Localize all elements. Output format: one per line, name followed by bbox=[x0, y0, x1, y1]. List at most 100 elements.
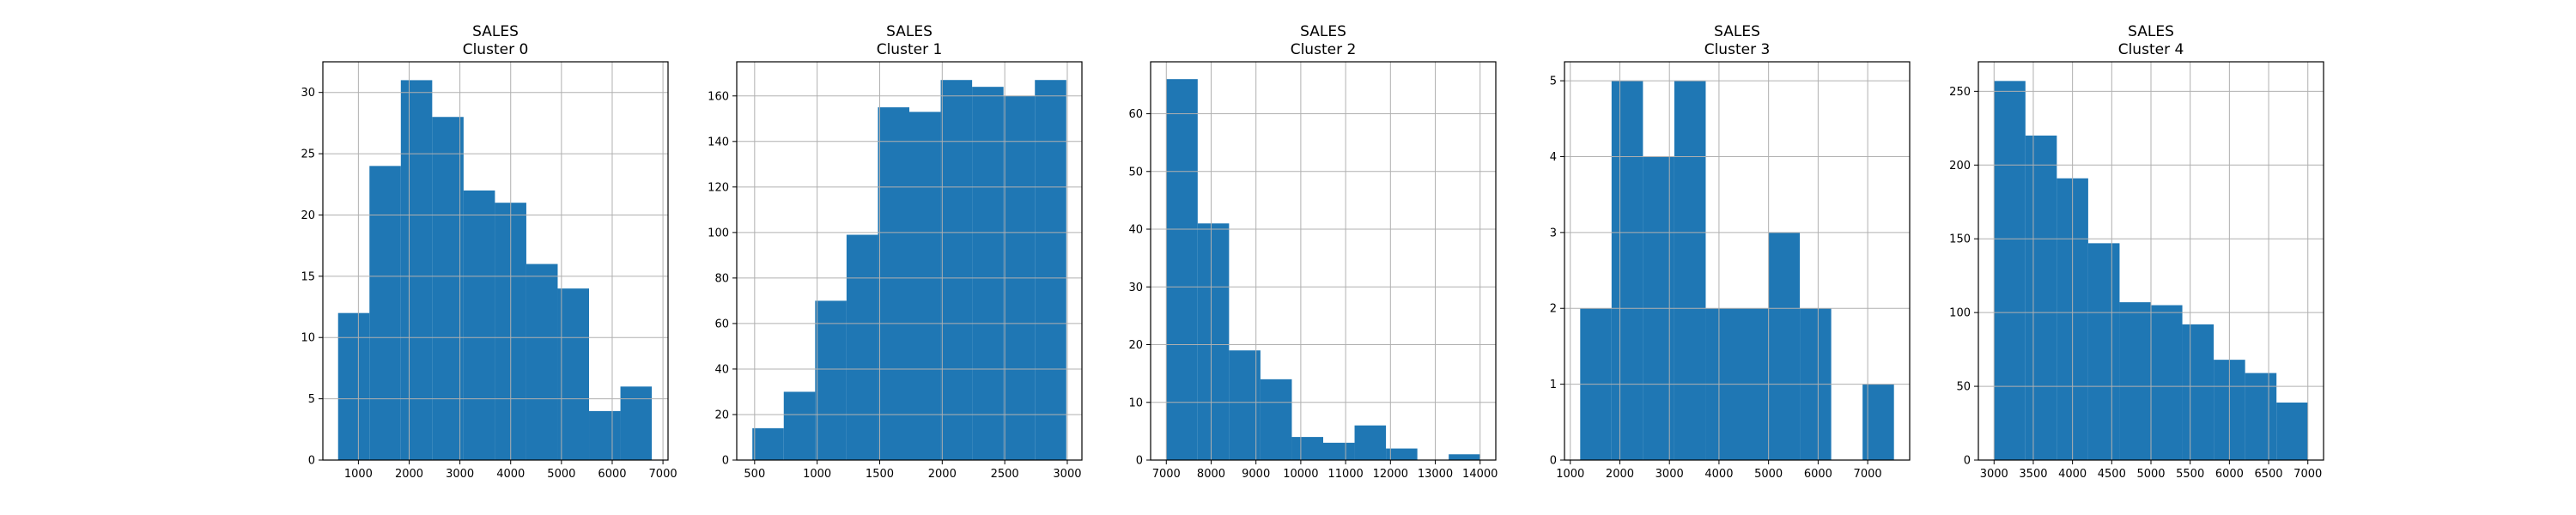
y-tick-label: 60 bbox=[1128, 108, 1143, 121]
y-tick-label: 5 bbox=[308, 393, 315, 406]
x-tick-label: 9000 bbox=[1242, 468, 1270, 481]
x-tick-label: 1000 bbox=[1556, 468, 1584, 481]
x-tick-label: 14000 bbox=[1462, 468, 1498, 481]
axes-frame bbox=[1150, 61, 1497, 461]
y-tick-label: 30 bbox=[1128, 282, 1143, 294]
y-tick-label: 0 bbox=[1550, 455, 1557, 468]
y-tick-label: 4 bbox=[1550, 151, 1557, 164]
histogram-bar bbox=[1197, 223, 1230, 460]
x-tick-label: 6000 bbox=[2215, 468, 2244, 481]
histogram-bar bbox=[1291, 437, 1323, 460]
x-tick-label: 4000 bbox=[1704, 468, 1733, 481]
histogram-bar bbox=[752, 427, 784, 460]
axes-frame bbox=[1564, 61, 1911, 461]
x-tick-label: 5000 bbox=[547, 468, 575, 481]
histogram-bar bbox=[1354, 425, 1387, 460]
x-tick-label: 7000 bbox=[649, 468, 677, 481]
x-tick-label: 2000 bbox=[395, 468, 423, 481]
x-tick-label: 5500 bbox=[2176, 468, 2204, 481]
x-tick-label: 2000 bbox=[928, 468, 957, 481]
x-tick-label: 1000 bbox=[344, 468, 373, 481]
x-tick-label: 2500 bbox=[991, 468, 1019, 481]
y-tick-label: 60 bbox=[714, 318, 729, 330]
x-tick-label: 10000 bbox=[1283, 468, 1318, 481]
x-tick-label: 2000 bbox=[1606, 468, 1634, 481]
chart-title: SALES bbox=[2128, 23, 2174, 40]
y-tick-label: 40 bbox=[714, 363, 729, 376]
chart-subtitle: Cluster 4 bbox=[2118, 41, 2184, 58]
y-tick-label: 20 bbox=[301, 209, 315, 222]
x-tick-label: 1500 bbox=[866, 468, 894, 481]
histogram-bar bbox=[400, 80, 433, 461]
histogram-bar bbox=[815, 300, 847, 460]
y-tick-label: 200 bbox=[1949, 160, 1971, 173]
histogram-bar bbox=[620, 386, 653, 460]
x-tick-label: 13000 bbox=[1418, 468, 1453, 481]
y-tick-label: 150 bbox=[1949, 233, 1971, 246]
chart-subtitle: Cluster 1 bbox=[877, 41, 943, 58]
x-tick-label: 12000 bbox=[1373, 468, 1408, 481]
y-tick-label: 0 bbox=[722, 455, 729, 468]
histogram-bar bbox=[846, 234, 878, 460]
histogram-bar bbox=[1260, 379, 1292, 460]
axes-frame bbox=[736, 61, 1083, 461]
x-tick-label: 500 bbox=[744, 468, 765, 481]
histogram-bar bbox=[589, 410, 621, 460]
x-tick-label: 6500 bbox=[2254, 468, 2282, 481]
histogram-bar bbox=[2119, 302, 2151, 460]
chart-title: SALES bbox=[1714, 23, 1760, 40]
y-tick-label: 0 bbox=[1136, 455, 1143, 468]
histogram-bar bbox=[463, 190, 495, 460]
y-tick-label: 20 bbox=[714, 409, 729, 421]
x-tick-label: 4000 bbox=[2058, 468, 2087, 481]
y-tick-label: 2 bbox=[1550, 303, 1557, 316]
x-tick-label: 5000 bbox=[2136, 468, 2165, 481]
histogram-bar bbox=[1166, 79, 1198, 460]
histogram-bar bbox=[1323, 442, 1355, 460]
y-tick-label: 10 bbox=[1128, 397, 1143, 409]
histogram-bar bbox=[1386, 448, 1418, 460]
y-tick-label: 80 bbox=[714, 272, 729, 285]
y-tick-label: 50 bbox=[1956, 381, 1971, 394]
x-tick-label: 3000 bbox=[1980, 468, 2008, 481]
y-tick-label: 25 bbox=[301, 148, 315, 161]
histogram-bar bbox=[526, 264, 558, 460]
x-tick-label: 5000 bbox=[1754, 468, 1783, 481]
histogram-bar bbox=[2151, 305, 2183, 460]
x-tick-label: 6000 bbox=[598, 468, 626, 481]
y-tick-label: 1 bbox=[1550, 379, 1557, 391]
x-tick-label: 7000 bbox=[1152, 468, 1181, 481]
histogram-bar bbox=[432, 117, 464, 460]
histogram-bar bbox=[940, 80, 973, 460]
y-tick-label: 30 bbox=[301, 87, 315, 100]
y-tick-label: 50 bbox=[1128, 166, 1143, 179]
histogram-bar bbox=[337, 312, 370, 460]
y-tick-label: 120 bbox=[708, 181, 729, 194]
histogram-bar bbox=[1035, 80, 1066, 460]
chart-subtitle: Cluster 3 bbox=[1704, 41, 1771, 58]
y-tick-label: 20 bbox=[1128, 339, 1143, 352]
axes-frame bbox=[322, 61, 669, 461]
chart-title: SALES bbox=[1300, 23, 1346, 40]
histogram-bar bbox=[1674, 81, 1706, 460]
x-tick-label: 6000 bbox=[1804, 468, 1832, 481]
y-tick-label: 40 bbox=[1128, 224, 1143, 237]
x-tick-label: 3000 bbox=[1053, 468, 1081, 481]
x-tick-label: 11000 bbox=[1327, 468, 1363, 481]
y-tick-label: 0 bbox=[1964, 455, 1971, 468]
histogram-bar bbox=[2025, 135, 2057, 461]
y-tick-label: 10 bbox=[301, 332, 315, 345]
y-tick-label: 15 bbox=[301, 270, 315, 283]
y-tick-label: 160 bbox=[708, 90, 729, 103]
y-tick-label: 140 bbox=[708, 136, 729, 148]
histogram-bar bbox=[1611, 81, 1643, 460]
histogram-bar bbox=[2087, 243, 2120, 460]
x-tick-label: 4000 bbox=[496, 468, 525, 481]
chart-title: SALES bbox=[472, 23, 519, 40]
histogram-bar bbox=[972, 87, 1004, 460]
